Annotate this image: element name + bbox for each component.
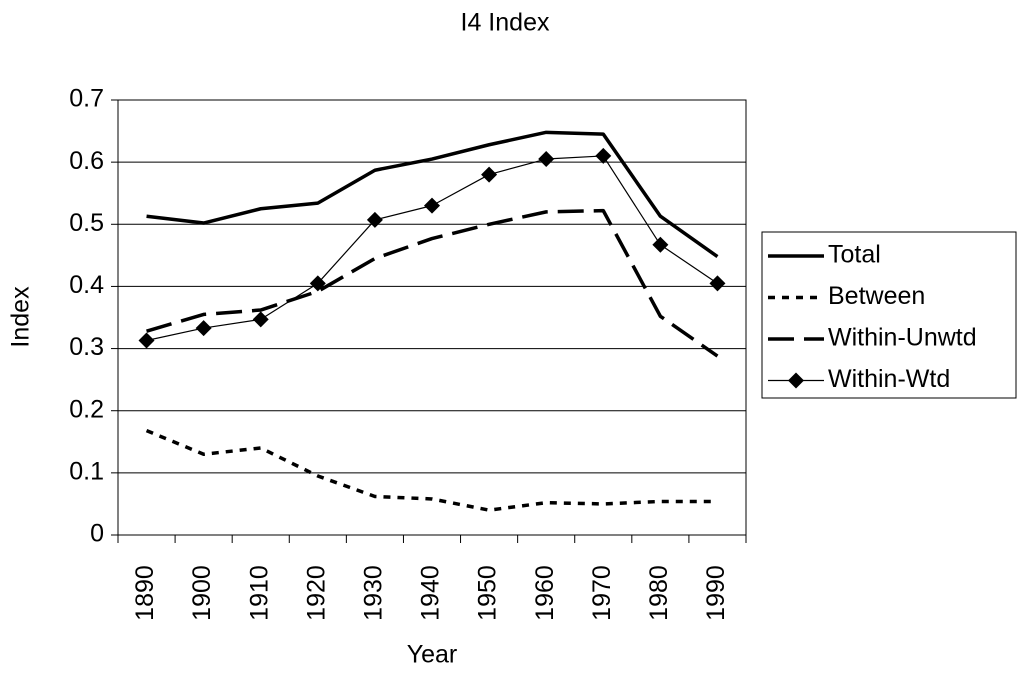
x-tick-label: 1950	[474, 565, 502, 621]
y-tick-label: 0	[90, 520, 104, 548]
y-tick-label: 0.4	[69, 271, 104, 299]
data-point	[424, 197, 440, 214]
series-line	[145, 428, 718, 512]
legend-label: Total	[828, 241, 881, 269]
series-line	[146, 130, 719, 259]
data-point	[481, 166, 498, 183]
data-point	[366, 211, 383, 228]
data-point	[309, 275, 326, 292]
y-tick-label: 0.2	[69, 395, 104, 423]
x-tick-label: 1990	[702, 565, 730, 621]
data-point	[195, 320, 212, 337]
x-axis-title: Year	[407, 641, 458, 669]
x-tick-label: 1920	[302, 565, 330, 621]
x-tick-label: 1930	[360, 565, 388, 621]
data-point	[652, 236, 669, 253]
y-tick-label: 0.5	[69, 209, 104, 237]
x-tick-label: 1910	[245, 565, 273, 621]
data-point	[595, 147, 612, 164]
legend-box	[761, 231, 1017, 399]
x-tick-label: 1970	[588, 565, 616, 621]
legend-marker	[788, 372, 804, 389]
x-tick-label: 1890	[131, 565, 159, 621]
x-tick-label: 1940	[417, 565, 445, 621]
data-point	[138, 332, 155, 349]
data-point	[709, 275, 726, 292]
plot-frame	[117, 99, 747, 536]
legend-label: Within-Wtd	[828, 365, 950, 393]
legend-label: Within-Unwtd	[828, 324, 977, 352]
chart-title: I4 Index	[461, 9, 550, 37]
x-tick-label: 1900	[188, 565, 216, 621]
x-tick-label: 1960	[531, 565, 559, 621]
y-tick-label: 0.3	[69, 333, 104, 361]
y-tick-label: 0.6	[69, 147, 104, 175]
legend-label: Between	[828, 282, 925, 310]
data-point	[252, 311, 269, 328]
x-tick-label: 1980	[645, 565, 673, 621]
data-point	[538, 151, 555, 168]
y-tick-label: 0.1	[69, 457, 104, 485]
y-tick-label: 0.7	[69, 85, 104, 113]
series-line	[146, 208, 719, 358]
y-axis-title: Index	[7, 286, 35, 348]
